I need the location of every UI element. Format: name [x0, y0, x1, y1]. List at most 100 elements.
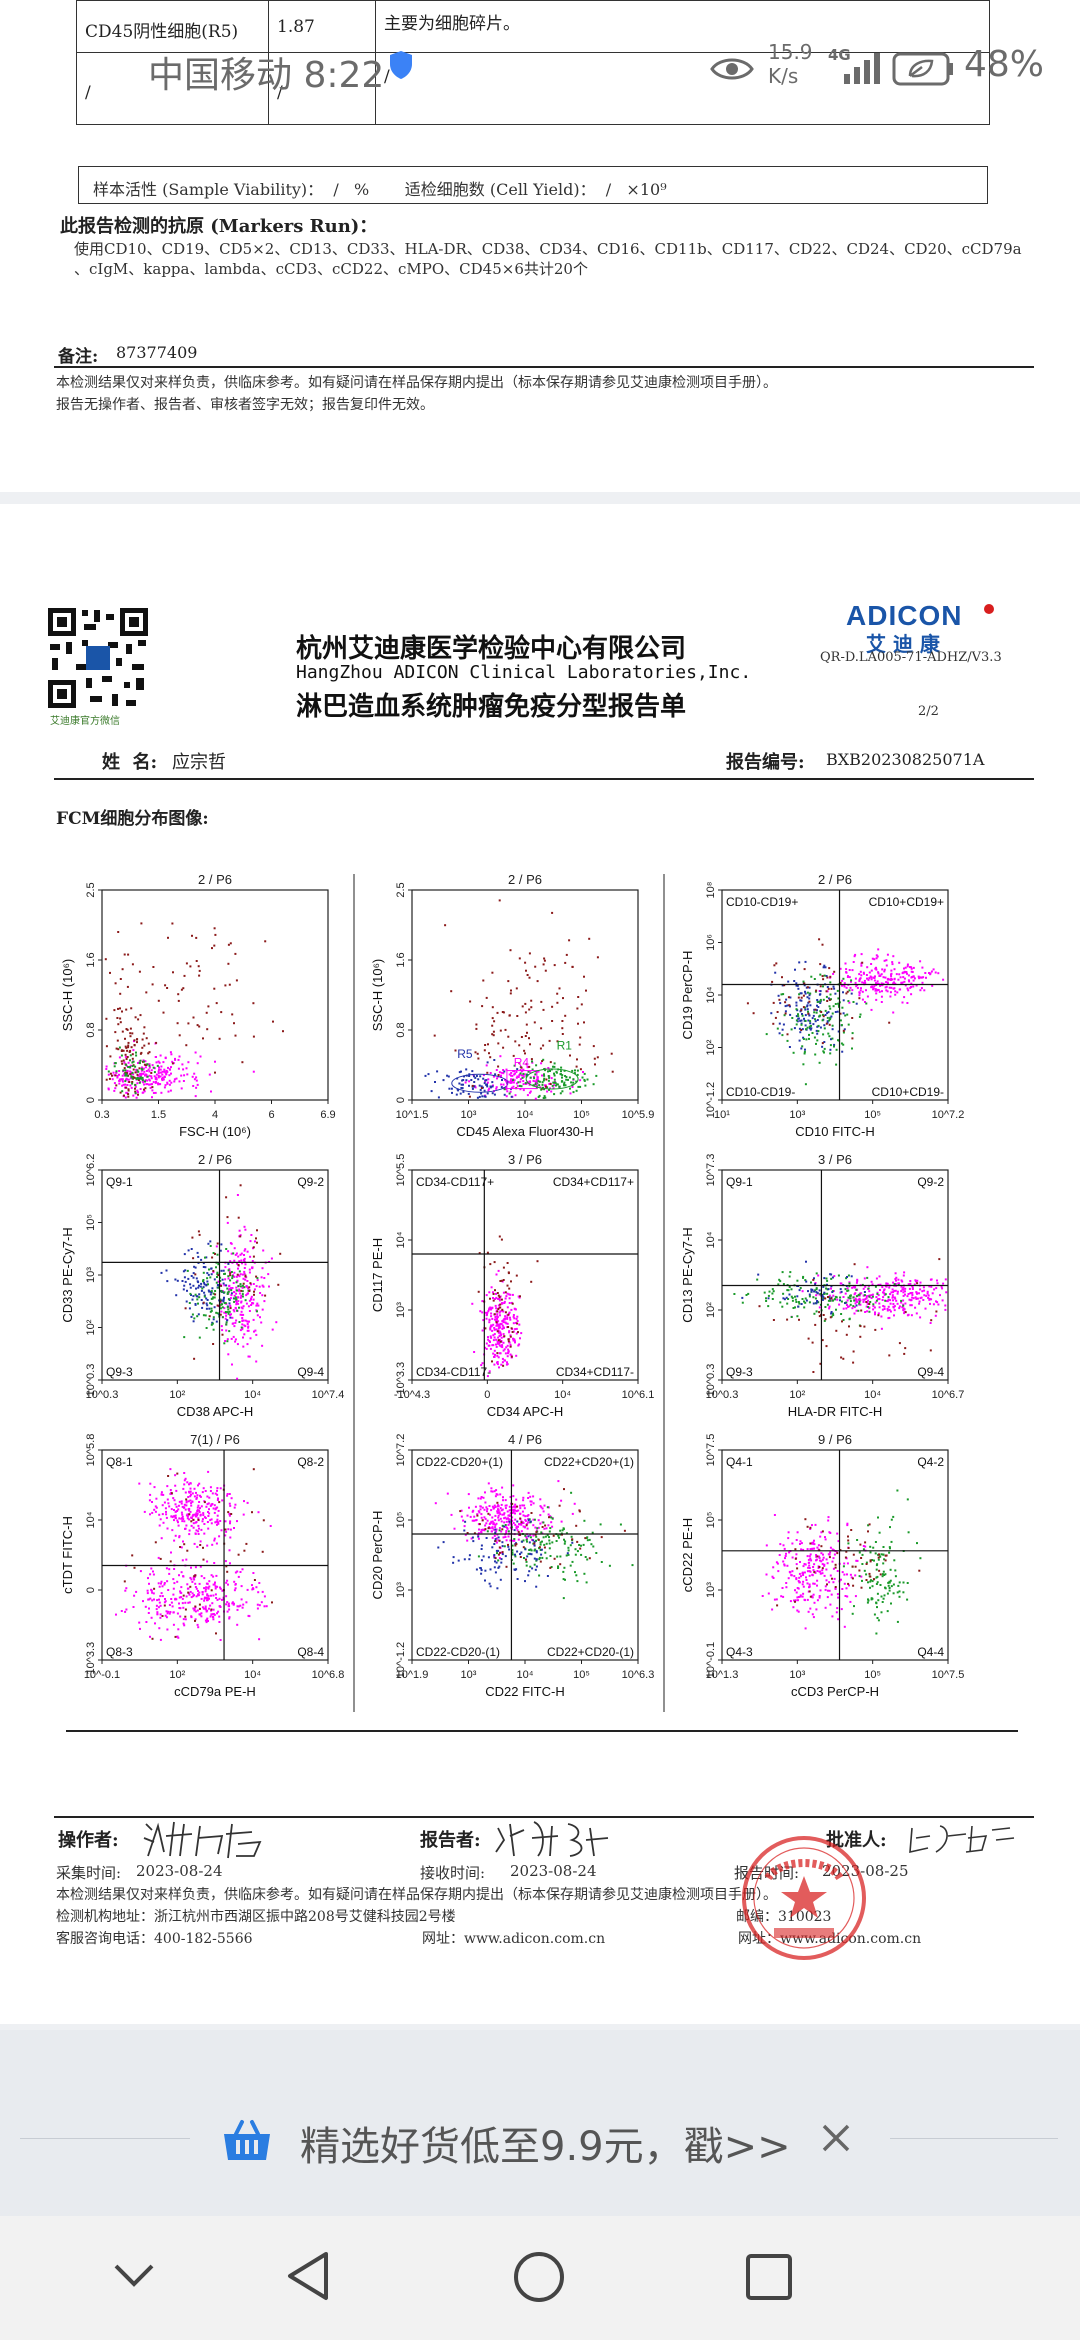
- scatter-point: [211, 1322, 214, 1325]
- scatter-point: [239, 1296, 242, 1299]
- scatter-point: [829, 993, 832, 996]
- scatter-point: [248, 1320, 250, 1323]
- scatter-point: [178, 1500, 181, 1503]
- scatter-point: [827, 1011, 830, 1014]
- scatter-point: [814, 1053, 817, 1056]
- scatter-point: [524, 1519, 527, 1522]
- website-link[interactable]: 网址：www.adicon.com.cn: [422, 1931, 606, 1947]
- x-tick-label: 10^-0.1: [84, 1669, 120, 1681]
- scatter-point: [149, 1597, 152, 1600]
- scatter-point: [933, 1288, 936, 1291]
- scatter-point: [874, 967, 877, 970]
- scatter-point: [129, 1084, 132, 1087]
- scatter-point: [583, 1021, 585, 1024]
- scatter-point: [799, 1031, 802, 1034]
- scatter-point: [226, 1601, 229, 1604]
- scatter-point: [538, 1558, 541, 1561]
- scatter-point: [843, 1573, 846, 1576]
- scatter-point: [219, 1298, 222, 1301]
- scatter-point: [258, 1604, 261, 1607]
- scatter-point: [561, 1033, 564, 1035]
- scatter-point: [209, 1302, 212, 1305]
- scatter-point: [190, 1502, 193, 1505]
- scatter-point: [475, 1519, 478, 1521]
- scatter-point: [194, 1586, 197, 1588]
- scatter-point: [514, 1568, 517, 1571]
- scatter-point: [851, 1047, 853, 1050]
- chevron-down-icon[interactable]: [112, 2260, 156, 2290]
- scatter-point: [879, 1584, 882, 1586]
- scatter-point: [549, 1083, 552, 1085]
- quadrant-label: CD10+CD19+: [869, 895, 944, 909]
- scatter-point: [853, 1263, 856, 1266]
- scatter-point: [767, 1297, 770, 1300]
- scatter-point: [239, 1273, 242, 1276]
- scatter-point: [477, 1510, 480, 1513]
- scatter-point: [507, 1348, 510, 1351]
- scatter-point: [167, 1610, 170, 1613]
- scatter-point: [818, 1306, 821, 1309]
- scatter-point: [834, 1587, 837, 1590]
- scatter-point: [804, 1301, 807, 1304]
- scatter-point: [877, 1294, 880, 1297]
- scatter-point: [450, 1513, 453, 1516]
- page-number: 2/2: [918, 704, 939, 719]
- scatter-point: [867, 1306, 870, 1308]
- scatter-point: [215, 1311, 218, 1314]
- plot-title: 7(1) / P6: [190, 1432, 240, 1447]
- scatter-point: [173, 1519, 175, 1522]
- scatter-point: [221, 1316, 224, 1319]
- scatter-point: [242, 1336, 244, 1339]
- scatter-point: [134, 1071, 137, 1074]
- promo-banner[interactable]: 精选好货低至9.9元，戳>>: [0, 2030, 1080, 2216]
- scatter-point: [822, 985, 824, 988]
- scatter-point: [765, 1300, 768, 1302]
- scatter-point: [496, 1552, 498, 1555]
- scatter-point: [496, 1587, 499, 1590]
- scatter-point: [882, 1546, 885, 1548]
- back-icon[interactable]: [284, 2250, 332, 2302]
- scatter-point: [800, 1022, 803, 1025]
- quadrant-label: Q9-1: [106, 1175, 133, 1189]
- scatter-point: [551, 911, 554, 914]
- scatter-point: [538, 1094, 541, 1097]
- scatter-point: [575, 1080, 578, 1083]
- scatter-point: [850, 980, 852, 983]
- scatter-point: [814, 1323, 817, 1326]
- scatter-point: [243, 1267, 246, 1269]
- scatter-point: [860, 1309, 863, 1312]
- scatter-point: [528, 1091, 531, 1094]
- scatter-point: [571, 1538, 574, 1541]
- scatter-point: [525, 1023, 528, 1026]
- promo-text[interactable]: 精选好货低至9.9元，戳>>: [300, 2124, 791, 2170]
- table-row: / / /: [76, 52, 990, 125]
- scatter-point: [578, 1043, 581, 1046]
- scatter-point: [499, 1029, 502, 1032]
- scatter-point: [248, 1310, 251, 1312]
- scatter-point: [866, 966, 869, 969]
- scatter-point: [571, 965, 574, 968]
- scatter-point: [491, 1081, 494, 1084]
- scatter-point: [567, 1546, 570, 1549]
- scatter-point: [858, 1015, 861, 1018]
- scatter-point: [837, 997, 840, 1000]
- scatter-point: [218, 1615, 221, 1618]
- scatter-point: [521, 1005, 524, 1008]
- scatter-point: [207, 1527, 210, 1530]
- scatter-point: [795, 1539, 798, 1541]
- home-icon[interactable]: [512, 2250, 566, 2304]
- scatter-point: [248, 1286, 251, 1289]
- scatter-point: [169, 1489, 172, 1491]
- close-icon[interactable]: [820, 2122, 852, 2154]
- scatter-point: [891, 961, 894, 964]
- scatter-point: [823, 1563, 826, 1566]
- scatter-point: [889, 979, 892, 981]
- scatter-point: [923, 1294, 926, 1297]
- scatter-point: [146, 1592, 149, 1595]
- scatter-point: [557, 1566, 560, 1569]
- scatter-point: [533, 1021, 536, 1024]
- recent-apps-icon[interactable]: [744, 2252, 794, 2302]
- scatter-point: [126, 985, 129, 988]
- scatter-point: [160, 1592, 163, 1595]
- scatter-point: [472, 1509, 475, 1512]
